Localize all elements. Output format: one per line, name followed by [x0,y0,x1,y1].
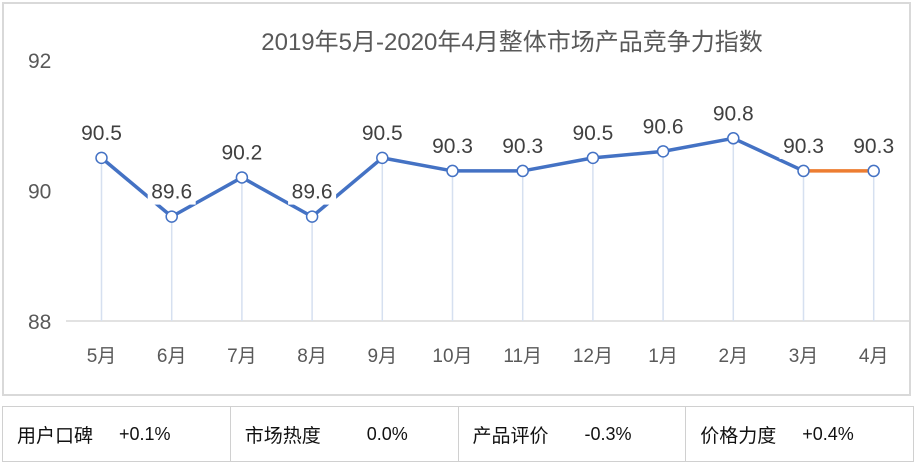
data-label-background [217,138,266,166]
data-point [235,171,249,184]
x-tick-label: 5月 [87,346,117,367]
line-segment [169,175,244,219]
line-segment [661,136,736,154]
summary-label: 市场热度 [244,425,321,447]
data-label-background [288,177,337,205]
data-label: 90.5 [572,122,613,145]
data-label-background [77,118,126,146]
line-segment [240,175,314,219]
x-tick-label: 12月 [573,346,613,367]
data-point [656,145,670,158]
data-label-background [498,131,547,159]
data-point [446,164,459,178]
y-tick-label: 92 [28,50,51,73]
summary-user-reputation: 用户口碑 +0.1% [3,407,231,461]
summary-value: -0.3% [584,423,632,444]
y-tick-label: 88 [28,311,51,334]
x-tick-label: 6月 [157,346,187,367]
x-tick-label: 7月 [227,346,257,367]
data-label: 90.2 [221,141,262,164]
summary-label: 价格力度 [700,425,777,447]
line-segment [99,156,174,219]
summary-value: 0.0% [366,423,408,444]
line-segment [731,136,806,173]
data-label-background [358,118,407,146]
x-tick-label: 10月 [432,346,472,367]
data-label-background [779,131,828,159]
data-label: 90.3 [502,135,543,158]
data-point [867,164,880,178]
line-segment [380,156,455,173]
chart-frame [2,2,911,396]
x-tick-label: 3月 [789,346,819,367]
summary-price-strength: 价格力度 +0.4% [686,407,913,461]
x-tick-label: 4月 [859,346,889,367]
summary-label: 产品评价 [472,425,549,447]
x-tick-label: 8月 [297,346,327,367]
x-tick-label: 1月 [648,346,678,367]
data-label-background [428,131,477,159]
summary-value: +0.4% [802,423,854,444]
data-label: 90.5 [81,122,122,145]
line-segment [310,156,385,219]
line-chart: 2019年5月-2020年4月整体市场产品竞争力指数 88 90 92 90.5 89… [28,29,909,367]
data-point [586,151,600,165]
x-tick-label: 9月 [368,346,398,367]
data-label-background [568,118,617,146]
x-tick-label: 2月 [719,346,749,367]
chart-title: 2019年5月-2020年4月整体市场产品竞争力指数 [261,29,762,56]
summary-product-review: 产品评价 -0.3% [459,407,687,461]
summary-label: 用户口碑 [17,425,94,447]
data-point [727,132,740,145]
data-label-background [709,99,758,127]
data-label-background [147,177,196,205]
data-point [516,164,529,178]
x-tick-label: 11月 [503,346,542,367]
data-point [95,151,108,165]
data-label: 90.3 [853,135,894,158]
summary-value: +0.1% [119,423,171,444]
line-segment [591,149,665,160]
y-tick-label: 90 [28,181,51,204]
data-label: 89.6 [151,181,192,204]
data-point [165,210,178,223]
data-label-background [639,112,688,140]
data-label: 90.3 [432,135,473,158]
line-segment [520,156,595,173]
data-label: 89.6 [292,181,333,204]
summary-market-heat: 市场热度 0.0% [231,407,459,461]
summary-bar: 用户口碑 +0.1% 市场热度 0.0% 产品评价 -0.3% 价格力度 +0.… [2,406,914,462]
data-point [376,151,389,165]
data-label: 90.8 [713,102,754,125]
data-label: 90.5 [362,122,403,145]
data-point [797,164,810,178]
data-point [305,210,319,223]
data-label: 90.3 [783,135,824,158]
data-label-background [849,131,898,159]
data-label: 90.6 [643,115,684,138]
